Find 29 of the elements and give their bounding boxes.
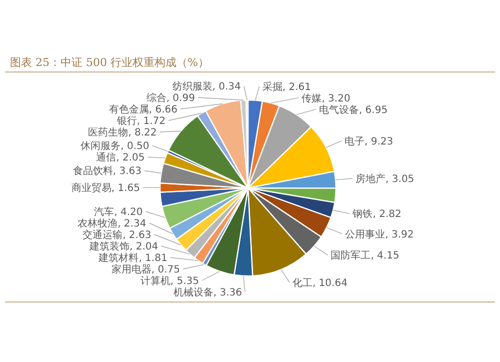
chart-title: 图表 25：中证 500 行业权重构成（%） [10, 56, 209, 69]
pie-slice [247, 187, 307, 276]
pie-slice [247, 126, 336, 189]
slice-label: 纺织服装, 0.34 [172, 80, 241, 93]
slice-label: 农林牧渔, 2.34 [78, 218, 146, 230]
slice-label: 休闲服务, 0.50 [80, 140, 150, 152]
slice-label: 传媒, 3.20 [302, 93, 350, 104]
slice-label: 采掘, 2.61 [262, 80, 311, 93]
slice-label: 商业贸易, 1.65 [71, 182, 140, 194]
slice-label: 综合, 0.99 [146, 92, 195, 104]
slice-label: 计算机, 5.35 [140, 275, 200, 287]
slice-label: 房地产, 3.05 [356, 172, 414, 185]
slice-label: 汽车, 4.20 [94, 206, 143, 218]
slice-label: 医药生物, 8.22 [88, 126, 157, 139]
slice-label: 电子, 9.23 [344, 135, 394, 148]
slice-label: 银行, 1.72 [116, 116, 166, 128]
slice-label: 家用电器, 0.75 [111, 264, 180, 276]
slice-label: 建筑装饰, 2.04 [88, 240, 158, 252]
slice-label: 通信, 2.05 [96, 152, 145, 164]
slice-label: 建筑材料, 1.81 [98, 252, 168, 264]
slice-label: 钢铁, 2.82 [352, 208, 402, 220]
slice-label: 机械设备, 3.36 [173, 286, 242, 298]
slice-label: 食品饮料, 3.63 [72, 165, 142, 178]
slice-label: 化工, 10.64 [292, 276, 348, 289]
slice-label: 国防军工, 4.15 [330, 250, 400, 262]
slice-label: 公用事业, 3.92 [345, 228, 414, 240]
slice-label: 电气设备, 6.95 [318, 104, 388, 116]
slice-label: 有色金属, 6.66 [108, 104, 178, 116]
slice-label: 交通运输, 2.63 [82, 229, 152, 241]
